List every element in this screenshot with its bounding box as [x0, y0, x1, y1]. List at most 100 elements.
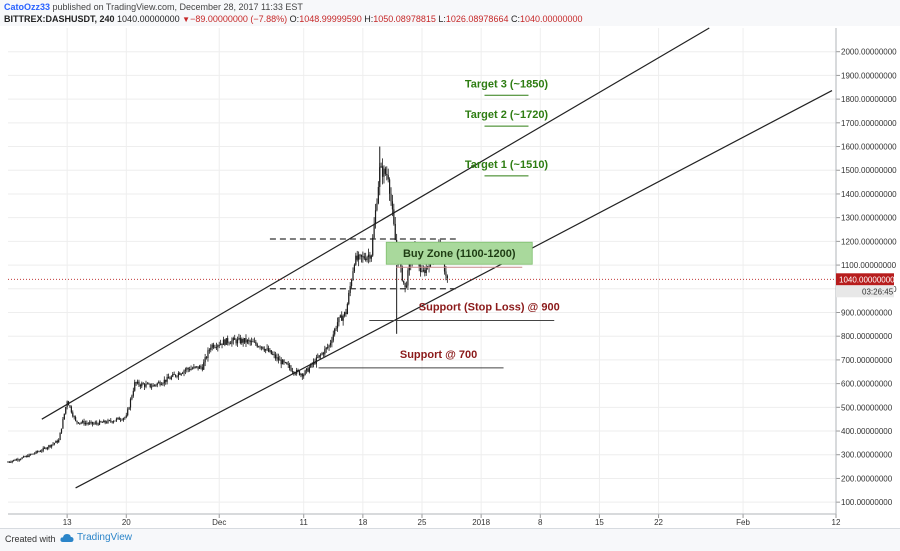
candle-body	[10, 462, 12, 463]
candle-body	[186, 368, 188, 370]
candle-body	[162, 383, 164, 385]
candle-body	[270, 350, 272, 355]
candle-body	[355, 255, 357, 265]
buy-zone-box[interactable]	[385, 241, 533, 265]
candle-body	[143, 384, 146, 387]
candle-body	[56, 440, 58, 443]
symbol-label[interactable]: BITTREX:DASHUSDT, 240	[4, 14, 115, 24]
candle-body	[320, 354, 322, 356]
created-with-label: Created with	[5, 534, 56, 544]
candle-body	[15, 459, 18, 461]
candle-body	[342, 315, 344, 321]
y-tick-label: 1300.00000000	[841, 214, 897, 223]
publish-info: published on TradingView.com, December 2…	[52, 2, 303, 12]
y-tick-label: 1800.00000000	[841, 95, 897, 104]
candle-body	[227, 338, 229, 343]
candle-body	[197, 366, 199, 369]
tradingview-logo[interactable]: TradingView	[60, 532, 132, 543]
y-tick-label: 100.00000000	[841, 498, 893, 507]
x-tick-label: 22	[654, 518, 663, 527]
candle-body	[421, 270, 423, 272]
x-tick-label: 11	[300, 518, 309, 527]
candle-body	[446, 275, 448, 279]
candle-body	[336, 322, 339, 329]
candle-body	[55, 440, 57, 443]
candle-body	[229, 343, 232, 345]
candle-body	[66, 401, 68, 407]
candle-body	[108, 420, 110, 422]
candle-body	[234, 338, 236, 340]
candle-body	[425, 267, 427, 273]
y-tick-label: 1200.00000000	[841, 237, 897, 246]
candle-body	[220, 343, 222, 345]
low-label: L:	[438, 14, 446, 24]
candle-body	[394, 223, 396, 241]
candle-body	[231, 340, 233, 344]
candle-body	[105, 422, 108, 424]
y-tick-label: 500.00000000	[841, 403, 893, 412]
candle-body	[327, 347, 329, 349]
y-tick-label: 1100.00000000	[841, 261, 897, 270]
candle-body	[53, 442, 56, 444]
candle-body	[90, 421, 92, 423]
candle-body	[255, 341, 257, 345]
candle-body	[403, 280, 405, 283]
candle-body	[241, 339, 243, 344]
open-label: O:	[289, 14, 300, 24]
tradingview-logo-text: TradingView	[77, 532, 133, 543]
candle-body	[391, 201, 394, 210]
candle-body	[25, 455, 27, 457]
candle-body	[329, 343, 332, 346]
candle-body	[44, 447, 46, 449]
candle-body	[297, 369, 299, 372]
price-chart[interactable]: 100.00000000 200.00000000 300.00000000 400.…	[0, 0, 900, 528]
candle-body	[445, 271, 447, 276]
candle-body	[314, 361, 316, 364]
candle-body	[346, 303, 348, 315]
candle-body	[80, 422, 82, 424]
candle-body	[21, 457, 23, 460]
price-change: −89.00000000 (−7.88%)	[190, 14, 288, 24]
candle-body	[156, 383, 158, 386]
candle-body	[31, 453, 33, 455]
candle-body	[290, 367, 292, 372]
high-label: H:	[364, 14, 374, 24]
candle-body	[174, 374, 177, 377]
author-name[interactable]: CatoOzz33	[4, 2, 51, 12]
candle-body	[243, 338, 246, 343]
candle-body	[11, 460, 13, 463]
candle-body	[118, 417, 120, 420]
candle-body	[32, 453, 34, 455]
candle-body	[242, 339, 244, 343]
candle-body	[189, 369, 191, 371]
y-tick-label: 2000.00000000	[841, 48, 897, 57]
candle-body	[129, 399, 132, 408]
candle-body	[51, 444, 53, 447]
cloud-icon	[60, 533, 74, 542]
candle-body	[360, 254, 363, 257]
candle-body	[131, 395, 133, 400]
candle-body	[205, 357, 208, 358]
candle-body	[248, 340, 250, 341]
candle-body	[356, 255, 358, 260]
candle-body	[191, 368, 194, 370]
chart-header: CatoOzz33 published on TradingView.com, …	[0, 0, 900, 26]
candle-body	[93, 423, 95, 425]
current-price-tag	[836, 273, 894, 286]
candle-body	[74, 417, 77, 421]
candle-body	[179, 373, 181, 375]
last-price: 1040.00000000	[117, 14, 180, 24]
candle-body	[386, 173, 388, 176]
target-label: Target 2 (~1720)	[465, 109, 549, 121]
candle-body	[294, 373, 296, 375]
candle-body	[22, 456, 25, 458]
candle-body	[377, 186, 379, 204]
candle-body	[277, 357, 279, 361]
candle-body	[127, 409, 129, 416]
candle-body	[311, 363, 313, 365]
candle-body	[359, 254, 361, 256]
price-axis[interactable]	[836, 28, 900, 514]
candle-body	[194, 366, 196, 368]
x-tick-label: 8	[538, 518, 543, 527]
candle-body	[170, 376, 172, 380]
